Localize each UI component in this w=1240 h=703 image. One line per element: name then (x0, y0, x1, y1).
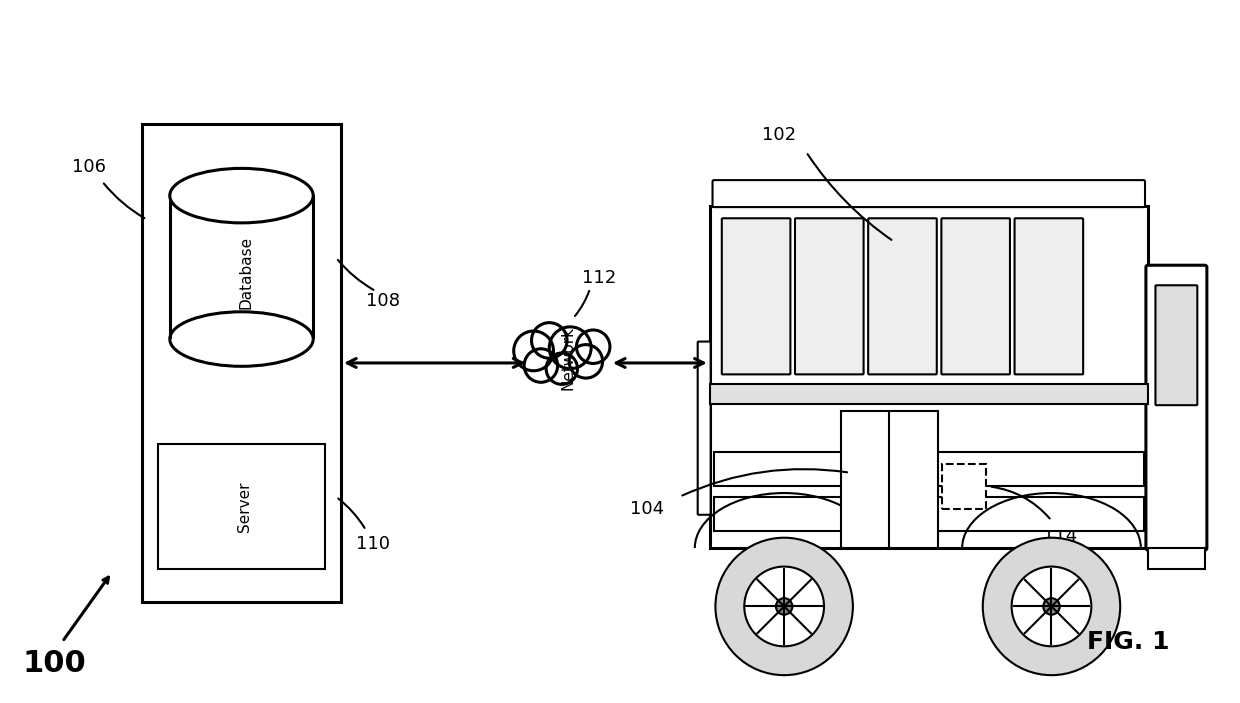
Ellipse shape (170, 168, 314, 223)
Text: 110: 110 (356, 536, 391, 553)
Bar (165, 339, 319, 368)
Circle shape (572, 348, 600, 375)
Bar (714, 452, 1143, 486)
Circle shape (546, 353, 578, 385)
Bar (714, 496, 1143, 531)
Bar (709, 384, 1148, 404)
FancyBboxPatch shape (1156, 285, 1198, 405)
Bar (1148, 548, 1205, 569)
Circle shape (1043, 598, 1060, 614)
Bar (841, 411, 937, 548)
Text: 104: 104 (630, 500, 665, 518)
FancyBboxPatch shape (1014, 218, 1084, 375)
Circle shape (527, 352, 554, 379)
FancyBboxPatch shape (868, 218, 936, 375)
Circle shape (569, 344, 603, 378)
Bar (141, 124, 341, 602)
FancyBboxPatch shape (698, 342, 711, 515)
Text: 108: 108 (366, 292, 401, 309)
Circle shape (532, 323, 567, 359)
FancyBboxPatch shape (713, 180, 1145, 207)
Text: 100: 100 (22, 649, 86, 678)
FancyBboxPatch shape (941, 218, 1009, 375)
Bar (157, 444, 325, 569)
Circle shape (715, 538, 853, 675)
Text: Server: Server (237, 481, 252, 531)
Circle shape (513, 331, 553, 370)
Bar (942, 464, 986, 509)
Circle shape (525, 349, 558, 382)
Text: 102: 102 (763, 126, 796, 144)
Text: 114: 114 (1043, 527, 1078, 545)
Circle shape (579, 333, 606, 361)
Bar (709, 205, 1148, 548)
Text: 112: 112 (582, 269, 616, 288)
Circle shape (553, 330, 588, 365)
Circle shape (744, 567, 825, 646)
Circle shape (549, 356, 574, 382)
Circle shape (577, 330, 610, 363)
FancyBboxPatch shape (795, 218, 863, 375)
Text: 106: 106 (72, 157, 107, 176)
Circle shape (1012, 567, 1091, 646)
Text: FIG. 1: FIG. 1 (1086, 630, 1169, 654)
FancyBboxPatch shape (722, 218, 790, 375)
FancyBboxPatch shape (1146, 265, 1207, 550)
Ellipse shape (170, 312, 314, 366)
Text: Database: Database (239, 236, 254, 309)
Bar (170, 195, 314, 339)
Text: Network: Network (560, 326, 575, 390)
Circle shape (517, 335, 549, 367)
Circle shape (534, 326, 564, 355)
Circle shape (776, 598, 792, 614)
Circle shape (983, 538, 1120, 675)
Circle shape (549, 327, 591, 368)
